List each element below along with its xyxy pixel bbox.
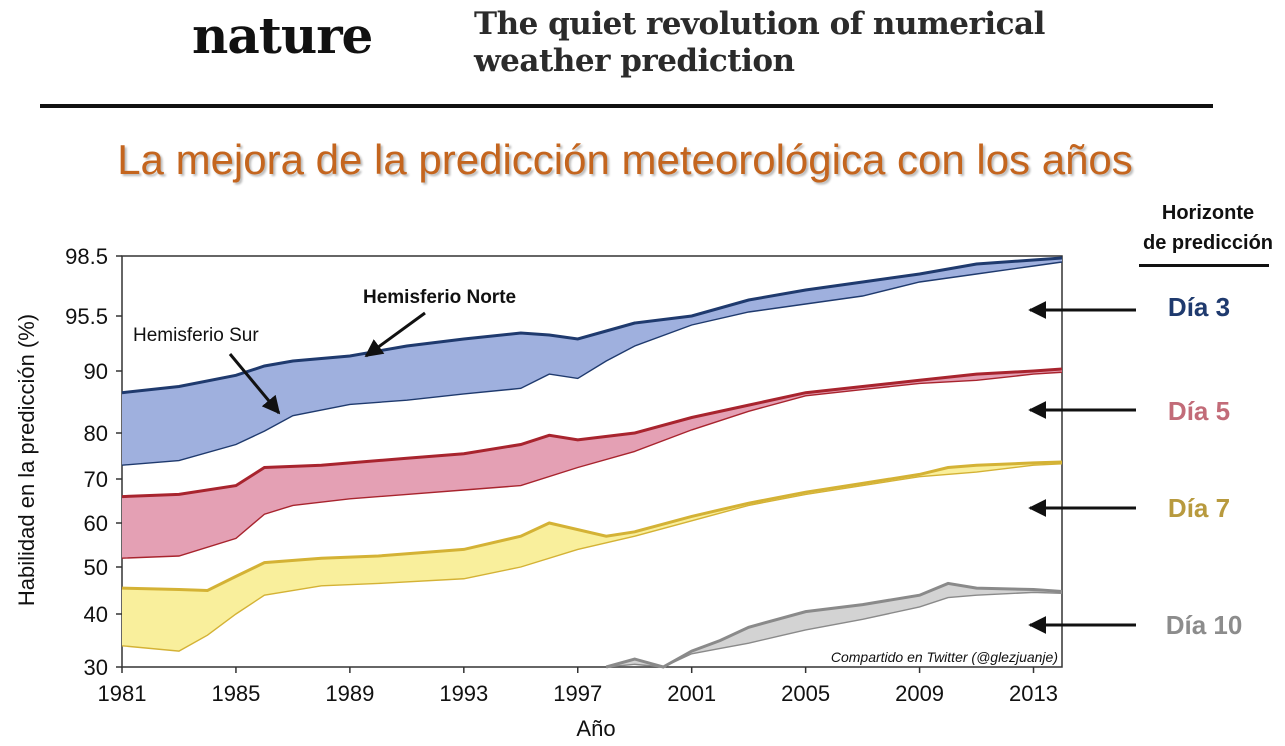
annotation-south-arrow <box>228 353 281 415</box>
horizon-title-line-1: Horizonte <box>1161 202 1255 224</box>
day7-north-line <box>121 460 1063 593</box>
day3-south-line <box>121 261 1063 466</box>
horizon-title-line-2: de predicción <box>1142 232 1274 254</box>
x-tick-label: 2009 <box>895 681 944 706</box>
horizon-legend: Día 3 Día 5 Día 7 Día 10 <box>1028 292 1243 640</box>
horizon-title: Horizonte de predicción <box>1132 198 1284 258</box>
y-tick-label: 95.5 <box>65 304 108 329</box>
article-headline: The quiet revolution of numerical weathe… <box>474 6 1114 80</box>
main-title: La mejora de la predicción meteorológica… <box>117 136 1133 183</box>
day7-south-line <box>121 463 1063 652</box>
day5-label: Día 5 <box>1168 396 1230 426</box>
day10-label: Día 10 <box>1166 610 1243 640</box>
series-bands <box>121 256 1063 669</box>
day3-label: Día 3 <box>1168 292 1230 322</box>
day5-north-line <box>121 367 1063 499</box>
y-tick-label: 90 <box>84 359 108 384</box>
x-tick-label: 1981 <box>98 681 147 706</box>
x-tick-label: 1993 <box>439 681 488 706</box>
horizon-divider <box>1139 264 1269 267</box>
credit-note: Compartido en Twitter (@glezjuanje) <box>831 649 1058 665</box>
annotation-south: Hemisferio Sur <box>133 325 259 346</box>
y-tick-label: 40 <box>84 602 108 627</box>
nature-logo: nature <box>192 6 373 65</box>
x-tick-label: 2005 <box>781 681 830 706</box>
y-tick-label: 98.5 <box>65 244 108 269</box>
day3-band <box>122 258 1062 466</box>
x-tick-label: 1989 <box>325 681 374 706</box>
x-tick-label: 2013 <box>1009 681 1058 706</box>
headline-line-1: The quiet revolution of numerical <box>474 6 1045 42</box>
annotation-north: Hemisferio Norte <box>363 287 516 308</box>
day5-band <box>122 369 1062 559</box>
y-tick-label: 80 <box>84 421 108 446</box>
x-tick-label: 2001 <box>667 681 716 706</box>
header-divider <box>40 104 1213 108</box>
x-tick-label: 1985 <box>211 681 260 706</box>
annotation-north-arrow <box>364 311 426 358</box>
axis-tick-labels: 1981 1985 1989 1993 1997 2001 2005 2009 2013 98.5… <box>65 244 1058 706</box>
day5-south-line <box>121 371 1063 559</box>
day10-north-line <box>605 581 1063 669</box>
y-axis-title: Habilidad en la predicción (%) <box>14 314 39 606</box>
y-tick-label: 60 <box>84 511 108 536</box>
y-tick-label: 30 <box>84 655 108 680</box>
y-tick-label: 50 <box>84 555 108 580</box>
day10-band <box>606 583 1062 667</box>
axis-ticks <box>116 255 1035 673</box>
day7-label: Día 7 <box>1168 493 1230 523</box>
headline-line-2: weather prediction <box>474 43 795 79</box>
y-tick-label: 70 <box>84 467 108 492</box>
x-axis-title: Año <box>576 716 615 741</box>
day3-north-line <box>121 256 1063 395</box>
x-tick-label: 1997 <box>553 681 602 706</box>
